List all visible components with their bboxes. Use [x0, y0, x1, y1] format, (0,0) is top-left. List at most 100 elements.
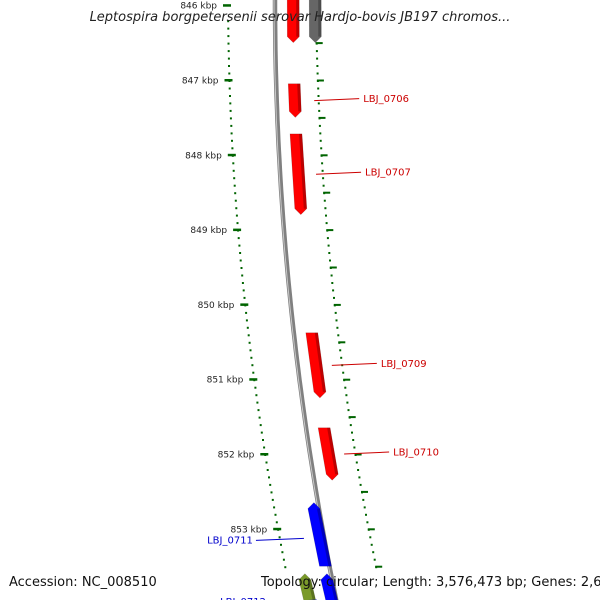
- gene-feature[interactable]: [320, 573, 342, 600]
- tick-dot: [323, 199, 326, 202]
- tick-dash: [354, 453, 362, 456]
- gene-feature[interactable]: [287, 83, 302, 118]
- major-tick: [227, 153, 236, 157]
- tick-dot: [322, 177, 325, 180]
- tick-dot: [324, 207, 327, 210]
- accession-text: Accession: NC_008510: [9, 575, 157, 590]
- gene-label[interactable]: LBJ_0709: [381, 359, 427, 370]
- tick-label: 852 kbp: [218, 451, 255, 461]
- tick-dot: [227, 50, 230, 53]
- tick-dot: [269, 483, 272, 486]
- gene-feature[interactable]: [305, 332, 327, 399]
- gene-label[interactable]: LBJ_0707: [365, 168, 411, 179]
- major-tick: [233, 228, 242, 232]
- tick-dot: [319, 139, 322, 142]
- tick-dot: [318, 109, 321, 112]
- tick-dot: [318, 124, 321, 127]
- tick-dot: [335, 319, 338, 322]
- gene-feature[interactable]: [317, 427, 339, 481]
- tick-label: 851 kbp: [207, 376, 244, 386]
- tick-dot: [328, 252, 331, 254]
- tick-dot: [236, 222, 239, 225]
- gene-feature-shade: [307, 579, 316, 600]
- major-tick: [240, 303, 249, 306]
- tick-dot: [372, 551, 375, 554]
- gene-feature[interactable]: [298, 573, 320, 600]
- tick-dot: [326, 237, 329, 240]
- tick-dash: [361, 490, 368, 493]
- gene-feature-shade: [296, 0, 300, 37]
- tick-dot: [317, 102, 320, 105]
- gene-label-leader: [255, 537, 304, 541]
- tick-dot: [345, 394, 348, 397]
- tick-dot: [281, 551, 284, 554]
- gene-feature[interactable]: [307, 502, 332, 567]
- gene-label-leader: [331, 362, 377, 366]
- tick-dot: [245, 311, 248, 314]
- tick-label: 853 kbp: [231, 525, 268, 535]
- gene-feature[interactable]: [308, 0, 322, 44]
- map-title: Leptospira borgpetersenii serovar Hardjo…: [89, 10, 511, 25]
- tick-dot: [228, 87, 231, 90]
- tick-dot: [355, 461, 358, 464]
- tick-dot: [230, 132, 233, 135]
- tick-dash: [316, 79, 324, 82]
- major-tick: [273, 527, 282, 531]
- gene-label[interactable]: LBJ_0706: [363, 94, 409, 105]
- gene-label[interactable]: LBJ_0710: [393, 448, 439, 459]
- tick-dash: [375, 565, 383, 568]
- gene-feature[interactable]: [289, 133, 308, 216]
- gene-labels-layer: LBJ_0706 LBJ_0707 LBJ_0709 LBJ_0710 LBJ_0711…: [207, 94, 439, 600]
- tick-dot: [239, 259, 242, 262]
- gene-feature-shade: [329, 579, 338, 600]
- gene-feature[interactable]: [286, 0, 300, 44]
- tick-dot: [351, 431, 353, 434]
- tick-dot: [319, 132, 322, 135]
- tick-dot: [273, 506, 276, 509]
- tick-dot: [347, 409, 350, 412]
- tick-dot: [257, 409, 260, 412]
- tick-label: 847 kbp: [182, 77, 219, 87]
- tick-dot: [234, 192, 237, 195]
- tick-dot: [320, 147, 323, 150]
- tick-dot: [321, 162, 324, 165]
- tick-label: 849 kbp: [190, 226, 227, 236]
- tick-dot: [229, 117, 232, 120]
- tick-label: 850 kbp: [198, 301, 235, 311]
- tick-dot: [357, 469, 360, 471]
- tick-dash: [338, 341, 346, 344]
- tick-dash: [326, 229, 334, 232]
- tick-dot: [334, 311, 337, 314]
- gene-label[interactable]: LBJ_0711: [207, 535, 253, 546]
- tick-dots-layer: [227, 20, 383, 569]
- tick-dot: [227, 35, 230, 38]
- tick-dot: [227, 27, 230, 30]
- tick-dot: [359, 483, 362, 486]
- genes-layer[interactable]: [286, 0, 342, 600]
- tick-marks-layer: 846 kbp 847 kbp 848 kbp 849 kbp 850 kbp 851 k…: [180, 2, 282, 535]
- tick-dot: [274, 513, 277, 516]
- tick-dot: [369, 536, 372, 539]
- tick-dot: [239, 252, 242, 254]
- tick-dot: [342, 371, 345, 374]
- tick-dot: [252, 371, 255, 374]
- tick-dot: [373, 558, 376, 561]
- tick-dot: [234, 199, 237, 202]
- tick-dot: [316, 57, 319, 60]
- tick-dot: [346, 401, 349, 404]
- tick-label: 846 kbp: [180, 2, 217, 12]
- tick-dot: [255, 394, 258, 397]
- tick-dash: [343, 378, 351, 381]
- tick-dash: [318, 116, 326, 119]
- gene-label[interactable]: LBJ_0712: [220, 597, 266, 600]
- tick-dash: [367, 528, 375, 531]
- tick-dot: [336, 326, 339, 329]
- tick-dot: [363, 506, 366, 509]
- gene-feature-shade: [327, 427, 339, 475]
- gene-label-leader: [316, 171, 362, 175]
- tick-dot: [235, 214, 238, 217]
- gene-feature-shade: [297, 83, 302, 112]
- tick-dot: [329, 259, 331, 262]
- tick-dot: [327, 244, 330, 247]
